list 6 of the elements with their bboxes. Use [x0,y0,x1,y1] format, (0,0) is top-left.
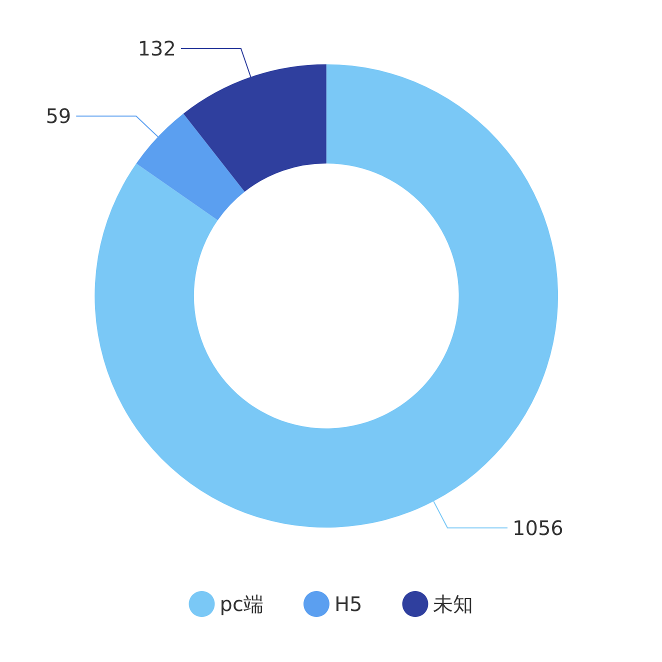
data-label: 1056 [512,516,564,540]
data-label: 59 [46,104,72,128]
legend-label: H5 [334,592,362,616]
data-label: 132 [138,36,176,61]
legend-label: 未知 [433,592,474,616]
legend-label: pc端 [220,592,264,616]
